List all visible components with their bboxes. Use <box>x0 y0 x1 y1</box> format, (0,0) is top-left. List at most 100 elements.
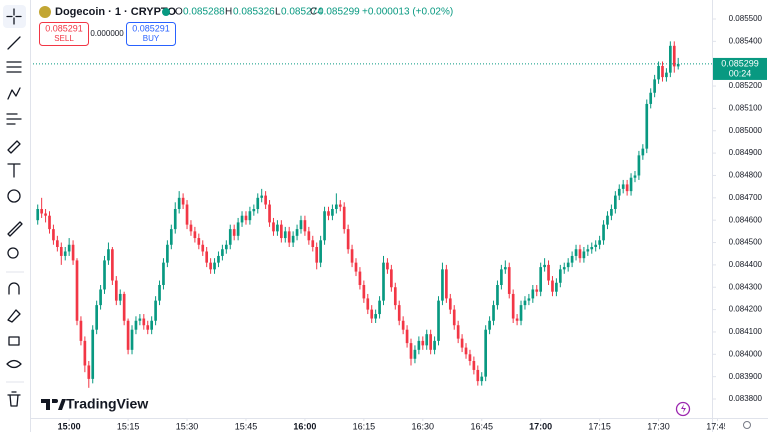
candle-body <box>366 298 370 310</box>
tool-trendline[interactable] <box>7 36 21 50</box>
candle-body <box>582 251 586 259</box>
alert-icon[interactable] <box>675 401 691 417</box>
tool-active-bg <box>3 5 26 28</box>
candle-body <box>319 240 322 263</box>
candle-body <box>539 267 543 292</box>
candle-body <box>507 267 511 294</box>
label-l: L <box>275 7 281 18</box>
candle-body <box>610 209 613 216</box>
candle-body <box>488 320 491 330</box>
candle-body <box>311 240 315 247</box>
candle-body <box>621 184 625 189</box>
candle-body <box>354 262 358 272</box>
candle-body <box>460 338 464 348</box>
candle-body <box>535 289 539 292</box>
tool-forecast[interactable] <box>6 113 22 125</box>
candle-body <box>531 289 535 299</box>
tool-emoji[interactable] <box>7 189 21 203</box>
candle-body <box>625 184 629 192</box>
candle-body <box>551 280 554 292</box>
candle-body <box>40 209 43 214</box>
candle-body <box>276 224 279 232</box>
x-tick-label: 16:45 <box>470 421 493 431</box>
candle-body <box>36 209 40 221</box>
candle-body <box>464 347 468 355</box>
candle-body <box>221 249 224 256</box>
candle-body <box>445 269 448 299</box>
candle-body <box>358 271 362 285</box>
candle-body <box>323 211 326 241</box>
candle-body <box>390 269 393 288</box>
candle-body <box>146 325 150 330</box>
candle-body <box>185 204 189 225</box>
y-tick-label: 0.085100 <box>729 104 763 113</box>
candle-body <box>126 320 130 350</box>
candle-body <box>283 231 287 239</box>
candle-body <box>213 262 216 270</box>
candle-body <box>657 65 660 80</box>
candle-body <box>44 213 47 216</box>
value-o: 0.085288 <box>183 7 225 18</box>
candle-body <box>590 247 594 250</box>
candle-body <box>382 262 385 301</box>
candle-body <box>492 305 495 321</box>
candle-body <box>401 320 405 330</box>
candle-body <box>303 220 307 232</box>
settings-icon[interactable] <box>743 421 751 429</box>
x-tick-label: 16:00 <box>293 421 316 431</box>
candle-body <box>130 329 134 350</box>
candle-body <box>547 264 550 281</box>
candle-body <box>598 240 601 245</box>
tool-visibility[interactable] <box>6 359 22 369</box>
tool-ruler[interactable] <box>7 221 23 237</box>
label-c: C <box>310 7 317 18</box>
tool-crosshair[interactable] <box>6 8 22 25</box>
toolbar <box>3 0 31 432</box>
x-tick-label: 17:45 <box>706 421 729 431</box>
tool-text[interactable] <box>7 163 21 178</box>
candle-body <box>448 298 452 310</box>
candle-body <box>617 188 621 196</box>
candle-body <box>122 293 126 321</box>
candle-body <box>272 222 275 232</box>
candle-body <box>397 305 401 321</box>
candle-body <box>173 209 177 230</box>
y-tick-label: 0.084800 <box>729 171 763 180</box>
label-o: O <box>175 7 183 18</box>
x-tick-label: 15:45 <box>235 421 258 431</box>
y-tick-label: 0.084400 <box>729 260 763 269</box>
market-status <box>162 8 170 16</box>
sell-price: 0.085291 <box>45 23 83 33</box>
candle-body <box>335 204 338 209</box>
candle-body <box>602 224 605 241</box>
candle-body <box>555 282 558 292</box>
candle-body <box>256 197 260 209</box>
tool-zoom[interactable] <box>7 247 19 259</box>
candle-body <box>134 320 138 330</box>
tool-trash[interactable] <box>7 391 21 407</box>
tool-magnet[interactable] <box>8 282 20 295</box>
tool-pattern[interactable] <box>7 87 21 100</box>
candle-body <box>362 285 366 299</box>
candle-body <box>264 195 267 205</box>
x-tick-label: 16:15 <box>353 421 376 431</box>
x-tick-label: 16:30 <box>412 421 435 431</box>
candle-body <box>570 255 574 263</box>
spread: 0.000000 <box>90 29 124 38</box>
candle-body <box>166 244 169 263</box>
buy-button[interactable] <box>126 22 176 46</box>
sell-button[interactable] <box>39 22 89 46</box>
candle-body <box>114 280 118 301</box>
tool-fib[interactable] <box>6 61 22 73</box>
candle-body <box>511 293 515 319</box>
tool-lock[interactable] <box>8 336 20 346</box>
candle-body <box>83 340 87 366</box>
candle-body <box>503 267 507 270</box>
candle-body <box>653 79 656 93</box>
tool-brush[interactable] <box>7 140 21 154</box>
candle-body <box>260 195 264 198</box>
tool-draw-mode[interactable] <box>7 309 21 323</box>
